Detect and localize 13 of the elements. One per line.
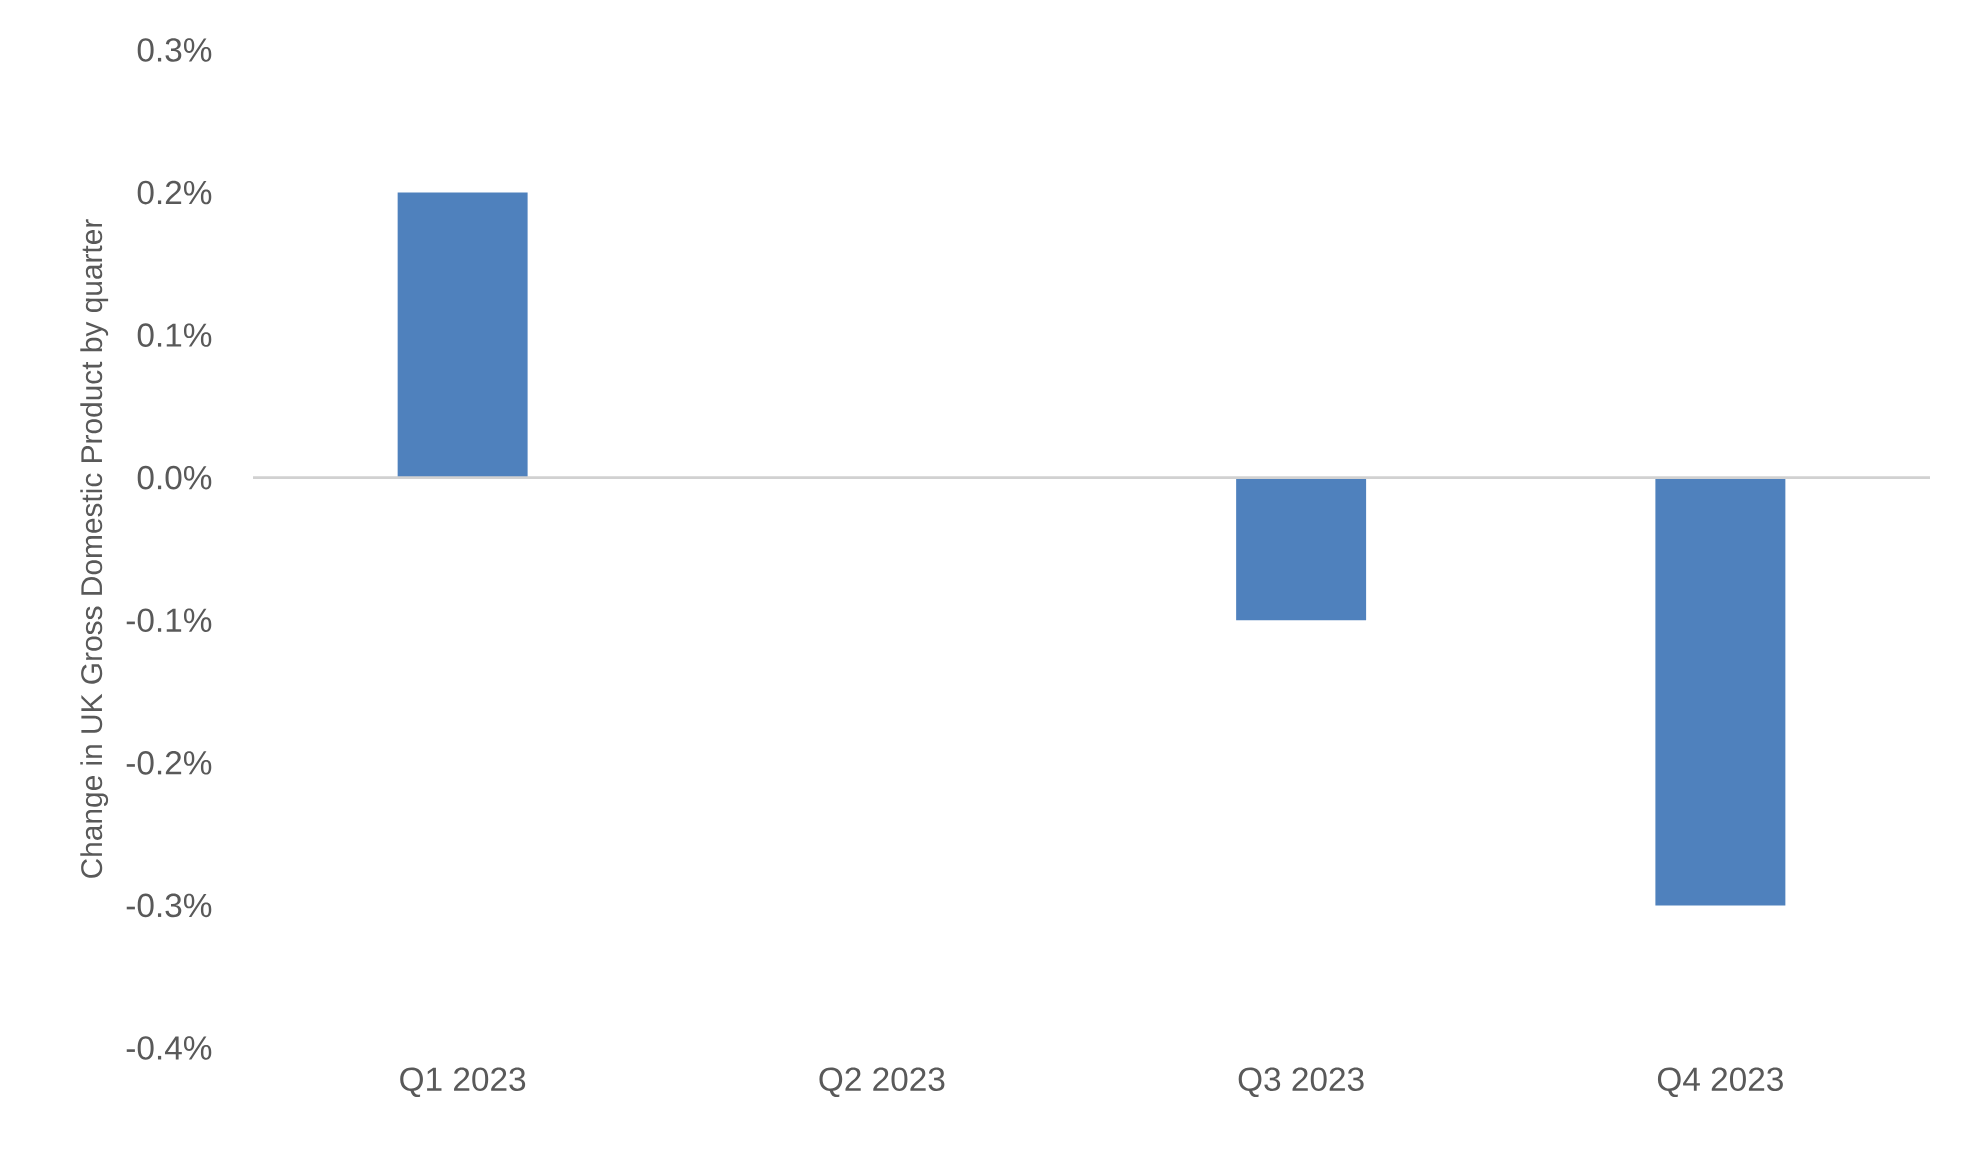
y-tick-label: -0.1%	[126, 608, 212, 633]
y-tick-label: -0.2%	[126, 751, 212, 775]
x-tick-label: Q3 2023	[1238, 1067, 1364, 1098]
x-tick-label: Q2 2023	[819, 1067, 945, 1098]
y-tick-label: 0.0%	[137, 465, 212, 490]
x-tick-label: Q4 2023	[1657, 1067, 1783, 1098]
y-tick-label: 0.1%	[137, 323, 212, 347]
y-tick-label: 0.2%	[137, 180, 212, 205]
x-tick-label: Q1 2023	[400, 1067, 526, 1098]
y-tick-label: -0.3%	[126, 893, 212, 918]
y-axis-title: Change in UK Gross Domestic Product by quarter	[80, 219, 109, 878]
y-tick-label: -0.4%	[126, 1036, 212, 1060]
y-tick-label: 0.3%	[137, 38, 212, 62]
